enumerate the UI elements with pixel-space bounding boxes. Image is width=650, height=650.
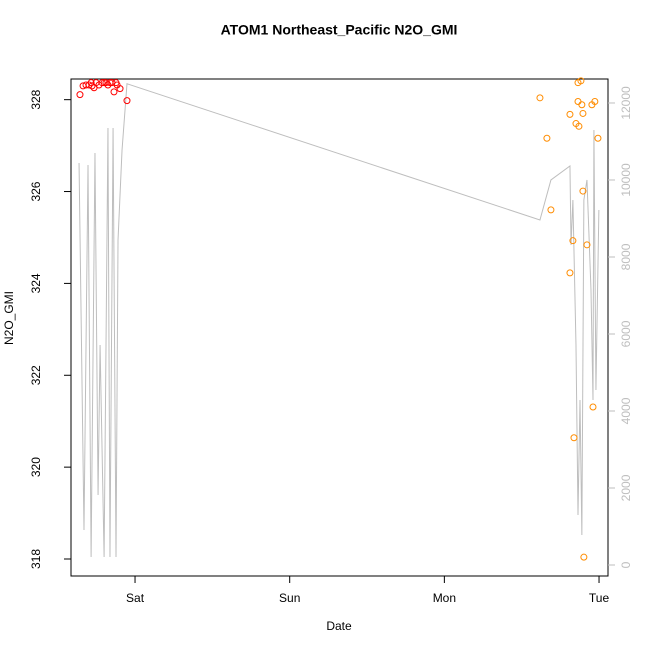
data-point (536, 94, 544, 102)
x-tick-label: Mon (433, 591, 456, 605)
data-point (566, 269, 574, 277)
data-point (594, 134, 602, 142)
y2-tick-label: 6000 (619, 320, 633, 347)
data-point (577, 77, 585, 85)
x-tick-label: Sun (279, 591, 300, 605)
data-point (583, 241, 591, 249)
data-point (104, 81, 112, 89)
data-point (579, 187, 587, 195)
data-point (566, 110, 574, 118)
y-tick-label: 320 (29, 457, 43, 477)
y-tick-label: 324 (29, 273, 43, 293)
data-point (116, 85, 124, 93)
x-tick-label: Tue (589, 591, 610, 605)
data-point (591, 98, 599, 106)
data-point (76, 91, 84, 99)
y2-tick-label: 2000 (619, 474, 633, 501)
data-point (123, 97, 131, 105)
data-point (547, 206, 555, 214)
chart-title: ATOM1 Northeast_Pacific N2O_GMI (221, 22, 458, 38)
data-point (569, 237, 577, 245)
y-tick-label: 326 (29, 181, 43, 201)
x-tick-label: Sat (126, 591, 145, 605)
data-point (87, 79, 95, 87)
y2-tick-label: 8000 (619, 243, 633, 270)
x-axis-label: Date (326, 619, 352, 633)
data-point (578, 101, 586, 109)
altitude-line (78, 83, 600, 557)
data-point (98, 79, 106, 87)
y2-tick-label: 4000 (619, 397, 633, 424)
y-axis-label: N2O_GMI (2, 291, 16, 345)
data-point (579, 109, 587, 117)
data-point (543, 134, 551, 142)
data-point (580, 553, 588, 561)
data-point (570, 434, 578, 442)
y2-tick-label: 12000 (619, 86, 633, 120)
plot-frame (70, 78, 609, 577)
data-point (110, 88, 118, 96)
y2-tick-label: 0 (619, 561, 633, 568)
y-tick-label: 328 (29, 89, 43, 109)
data-point (589, 403, 597, 411)
y-tick-label: 322 (29, 365, 43, 385)
y-tick-label: 318 (29, 549, 43, 569)
data-point (575, 122, 583, 130)
data-point (574, 98, 582, 106)
y2-tick-label: 10000 (619, 163, 633, 197)
